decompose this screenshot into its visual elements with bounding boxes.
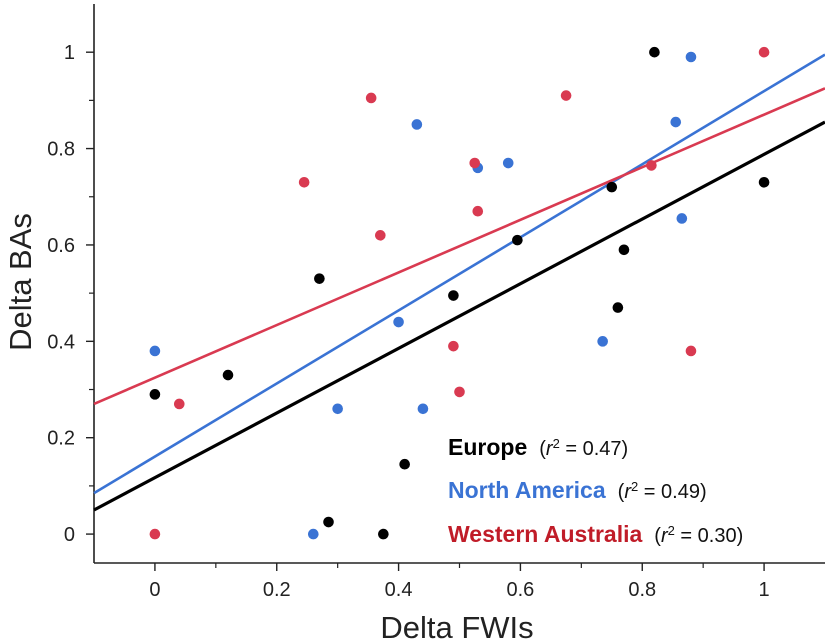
point-western-australia <box>173 398 185 410</box>
point-europe <box>448 290 459 301</box>
point-north-america <box>411 119 423 130</box>
y-tick-label: 0.2 <box>47 428 75 450</box>
point-europe <box>512 234 523 246</box>
point-north-america <box>332 403 343 415</box>
point-north-america <box>502 157 514 169</box>
legend: Europe (r2 = 0.47) North America (r2 = 0… <box>448 434 743 547</box>
point-north-america <box>393 316 404 328</box>
x-tick-label: 0.6 <box>507 579 535 601</box>
legend-entry-europe: Europe (r2 = 0.47) <box>448 434 628 460</box>
point-north-america <box>670 116 682 128</box>
data-points <box>149 46 770 540</box>
point-europe <box>149 389 161 400</box>
fit-line-western-australia <box>93 87 825 406</box>
point-europe <box>758 177 770 188</box>
point-north-america <box>597 336 608 347</box>
point-europe <box>649 46 660 58</box>
y-axis-title: Delta BAs <box>3 213 38 351</box>
x-axis-title: Delta FWIs <box>380 610 533 644</box>
point-western-australia <box>149 528 161 540</box>
legend-entry-western-australia: Western Australia (r2 = 0.30) <box>448 521 743 547</box>
point-western-australia <box>685 345 697 357</box>
point-europe <box>314 273 325 284</box>
legend-stat-north-america: (r2 = 0.49) <box>618 479 707 504</box>
point-western-australia <box>298 177 310 188</box>
fit-line-north-america <box>93 53 825 495</box>
x-tick-label: 0.4 <box>385 579 413 601</box>
x-tick-label: 0 <box>149 579 160 601</box>
point-europe <box>323 516 334 528</box>
point-western-australia <box>375 230 386 241</box>
point-western-australia <box>469 157 481 169</box>
legend-stat-western-australia: (r2 = 0.30) <box>654 523 743 548</box>
x-tick-label: 0.8 <box>628 579 656 601</box>
point-north-america <box>676 213 688 224</box>
legend-label-europe: Europe <box>448 434 527 460</box>
point-europe <box>222 369 234 381</box>
axis-ticks: 0 0.2 0.4 0.6 0.8 1 0 0.2 0.4 0.6 0.8 1 <box>47 42 769 601</box>
point-western-australia <box>560 90 572 101</box>
point-europe <box>606 181 618 193</box>
point-north-america <box>308 528 319 540</box>
y-tick-label: 0.8 <box>47 139 75 161</box>
y-tick-label: 0.6 <box>47 235 75 257</box>
y-tick-label: 1 <box>64 42 75 64</box>
point-western-australia <box>454 386 465 398</box>
point-western-australia <box>365 92 377 104</box>
legend-label-western-australia: Western Australia <box>448 521 642 547</box>
fit-lines <box>93 53 825 512</box>
y-tick-label: 0.4 <box>47 331 75 353</box>
point-europe <box>378 528 389 540</box>
point-western-australia <box>758 46 770 58</box>
fit-line-europe <box>93 120 825 512</box>
point-europe <box>399 458 410 470</box>
point-western-australia <box>472 205 484 217</box>
point-western-australia <box>646 160 657 171</box>
point-north-america <box>149 345 161 357</box>
y-tick-label: 0 <box>64 524 75 546</box>
legend-entry-north-america: North America (r2 = 0.49) <box>448 477 707 503</box>
legend-stat-europe: (r2 = 0.47) <box>539 436 628 461</box>
point-north-america <box>417 403 429 415</box>
point-europe <box>618 244 630 256</box>
point-europe <box>612 302 624 313</box>
point-north-america <box>685 51 697 63</box>
legend-label-north-america: North America <box>448 477 606 503</box>
x-tick-label: 1 <box>759 579 770 601</box>
x-tick-label: 0.2 <box>263 579 291 601</box>
point-western-australia <box>448 340 459 352</box>
